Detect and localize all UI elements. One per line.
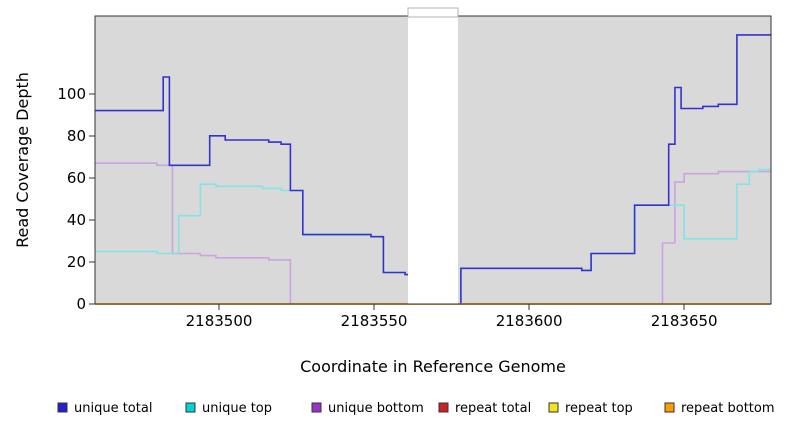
y-tick-label: 0 <box>76 295 86 313</box>
y-tick-label: 20 <box>67 253 86 271</box>
legend-swatch-unique-top <box>185 402 196 413</box>
series-line-unique-bottom <box>95 162 771 305</box>
y-tick-label: 100 <box>57 85 86 103</box>
legend-swatch-repeat-top <box>548 402 559 413</box>
mask-region <box>408 16 458 304</box>
legend-label-unique-total: unique total <box>74 401 152 416</box>
y-tick-label: 40 <box>67 211 86 229</box>
legend-label-repeat-top: repeat top <box>565 401 633 416</box>
legend-swatch-unique-total <box>57 402 68 413</box>
y-tick-label: 80 <box>67 127 86 145</box>
legend-swatch-unique-bottom <box>311 402 322 413</box>
x-tick-label: 2183500 <box>186 312 253 330</box>
x-tick-label: 2183650 <box>651 312 718 330</box>
legend-label-repeat-total: repeat total <box>455 401 531 416</box>
legend-label-unique-bottom: unique bottom <box>328 401 424 416</box>
legend-swatch-repeat-bottom <box>664 402 675 413</box>
x-axis-title: Coordinate in Reference Genome <box>300 357 566 376</box>
legend-swatch-repeat-total <box>438 402 449 413</box>
y-tick-label: 60 <box>67 169 86 187</box>
y-axis-title: Read Coverage Depth <box>13 72 32 248</box>
legend-label-unique-top: unique top <box>202 401 272 416</box>
plot-layers: 2183500 2183550 2183600 2183650 0 20 40 60 80 100 <box>57 7 772 330</box>
legend-label-repeat-bottom: repeat bottom <box>681 401 775 416</box>
x-tick-label: 2183600 <box>496 312 563 330</box>
x-tick-label: 2183550 <box>341 312 408 330</box>
legend: unique total unique top unique bottom repea… <box>57 401 775 416</box>
mask-region-notch <box>407 7 459 18</box>
